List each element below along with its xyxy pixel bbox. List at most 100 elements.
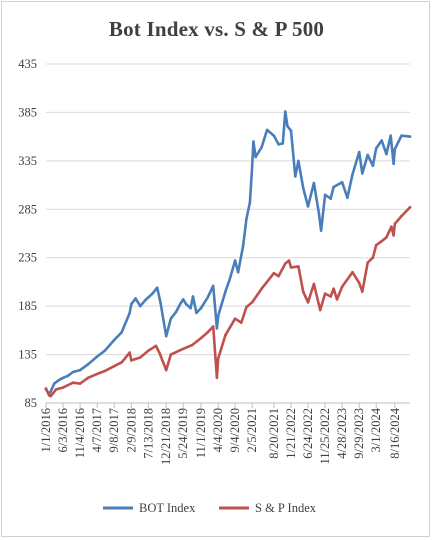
data-point-s-p-index (138, 356, 142, 359)
data-point-bot-index (86, 363, 90, 366)
data-point-bot-index (351, 173, 354, 176)
x-tick-label: 4/4/2020 (211, 408, 225, 452)
data-point-bot-index (138, 304, 142, 308)
data-point-s-p-index (361, 290, 364, 293)
y-tick-label: 135 (18, 348, 37, 362)
data-point-s-p-index (380, 239, 384, 243)
y-tick-label: 285 (18, 202, 37, 216)
y-tick-label: 85 (25, 396, 38, 410)
data-point-s-p-index (392, 234, 395, 237)
x-tick-label: 4/7/2017 (90, 408, 104, 452)
data-point-s-p-index (335, 298, 339, 301)
y-tick-label: 335 (18, 154, 37, 168)
data-point-s-p-index (340, 285, 344, 289)
data-point-bot-index (78, 368, 82, 372)
data-point-bot-index (265, 128, 269, 132)
data-point-s-p-index (390, 225, 393, 228)
data-point-s-p-index (318, 308, 322, 312)
data-point-bot-index (134, 297, 137, 300)
data-point-bot-index (195, 311, 198, 315)
data-point-s-p-index (374, 243, 378, 247)
data-point-s-p-index (306, 301, 310, 304)
data-point-s-p-index (112, 364, 116, 368)
chart-title: Bot Index vs. S & P 500 (108, 17, 325, 41)
data-point-s-p-index (154, 344, 158, 348)
data-point-bot-index (155, 286, 159, 290)
data-point-bot-index (71, 370, 75, 374)
data-point-bot-index (323, 193, 327, 197)
data-point-s-p-index (181, 347, 185, 351)
data-point-s-p-index (240, 321, 243, 324)
series-line-bot-index (44, 110, 412, 396)
series-lines (44, 110, 412, 398)
data-point-s-p-index (245, 305, 248, 309)
x-tick-label: 8/20/2021 (267, 408, 281, 459)
data-point-bot-index (164, 334, 168, 338)
data-point-s-p-index (289, 266, 293, 269)
data-point-s-p-index (215, 376, 219, 380)
data-point-bot-index (332, 185, 335, 189)
data-point-bot-index (289, 129, 293, 133)
data-point-s-p-index (400, 214, 403, 218)
gridlines (46, 63, 410, 356)
data-point-bot-index (52, 382, 56, 385)
data-point-s-p-index (61, 386, 65, 389)
data-point-bot-index (245, 217, 248, 221)
data-point-bot-index (340, 180, 344, 184)
data-point-s-p-index (385, 236, 388, 239)
data-point-s-p-index (323, 292, 327, 295)
data-point-bot-index (151, 292, 154, 295)
data-point-s-p-index (103, 369, 107, 373)
data-point-bot-index (49, 390, 52, 393)
x-tick-label: 9/29/2023 (352, 408, 366, 459)
legend-label-bot-index: BOT Index (139, 501, 196, 515)
data-point-s-p-index (312, 282, 316, 286)
x-tick-label: 2/9/2018 (124, 408, 138, 452)
data-point-s-p-index (191, 343, 194, 347)
data-point-bot-index (317, 211, 321, 215)
data-point-bot-index (61, 376, 65, 380)
data-point-bot-index (361, 172, 364, 175)
data-point-bot-index (206, 296, 209, 299)
data-point-s-p-index (54, 388, 58, 391)
x-tick-label: 11/1/2019 (194, 408, 208, 458)
data-point-bot-index (241, 244, 245, 248)
data-point-s-p-index (329, 295, 333, 298)
data-point-s-p-index (287, 259, 291, 262)
data-point-bot-index (248, 201, 252, 204)
data-point-s-p-index (216, 357, 220, 360)
data-point-bot-index (319, 229, 323, 232)
data-point-s-p-index (272, 271, 276, 275)
data-point-bot-index (58, 378, 61, 382)
data-point-bot-index (169, 317, 173, 321)
data-point-bot-index (374, 147, 378, 150)
data-point-bot-index (112, 338, 116, 342)
x-tick-label: 3/1/2024 (369, 407, 383, 452)
data-point-bot-index (284, 110, 287, 113)
data-point-bot-index (272, 134, 276, 137)
data-point-s-p-index (206, 331, 209, 334)
data-point-s-p-index (86, 376, 90, 380)
data-point-bot-index (216, 314, 220, 318)
data-point-bot-index (228, 278, 231, 282)
data-point-bot-index (128, 311, 131, 315)
x-tick-label: 9/8/2017 (107, 408, 121, 452)
data-point-bot-index (393, 147, 397, 151)
data-point-s-p-index (301, 290, 305, 293)
data-point-bot-index (181, 298, 185, 301)
data-point-s-p-index (224, 333, 227, 337)
data-point-s-p-index (199, 336, 203, 340)
x-tick-label: 11/25/2022 (318, 408, 332, 464)
data-point-bot-index (408, 135, 412, 138)
data-point-s-p-index (371, 256, 375, 260)
data-point-bot-index (143, 299, 147, 302)
data-point-bot-index (191, 295, 195, 298)
data-point-s-p-index (277, 274, 280, 278)
x-tick-label: 4/28/2023 (335, 408, 349, 459)
data-point-bot-index (211, 284, 215, 288)
data-point-bot-index (277, 143, 280, 146)
data-point-bot-index (286, 124, 289, 128)
data-point-bot-index (95, 355, 99, 358)
data-point-s-p-index (357, 281, 361, 285)
